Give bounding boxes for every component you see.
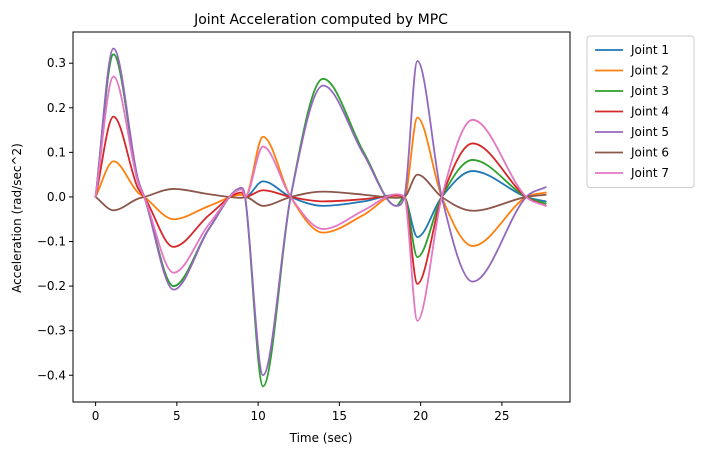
y-axis-label: Acceleration (rad/sec^2) bbox=[10, 143, 24, 293]
axes: 0 5 10 15 20 25 −0.4 −0.3 −0.2 −0.1 0.0 0.1 0.2 0.3 bbox=[37, 31, 571, 423]
legend: Joint 1 Joint 2 Joint 3 Joint 4 Joint 5 Joint… bbox=[586, 35, 695, 188]
y-tick-label: 0.2 bbox=[47, 101, 66, 115]
chart-title: Joint Acceleration computed by MPC bbox=[193, 12, 448, 28]
series-line-joint-7 bbox=[94, 75, 547, 322]
axes-frame bbox=[72, 31, 571, 403]
x-tick-label: 10 bbox=[250, 409, 265, 423]
y-tick-label: 0.3 bbox=[47, 56, 66, 70]
y-tick-label: −0.3 bbox=[37, 324, 66, 338]
legend-entry-label: Joint 4 bbox=[630, 105, 669, 119]
y-tick-label: 0.0 bbox=[47, 190, 66, 204]
y-tick-label: −0.4 bbox=[37, 368, 66, 382]
y-tick-label: −0.2 bbox=[37, 279, 66, 293]
x-tick-label: 15 bbox=[332, 409, 347, 423]
x-tick-label: 5 bbox=[173, 409, 181, 423]
legend-entry-label: Joint 2 bbox=[630, 64, 669, 78]
legend-entry-label: Joint 3 bbox=[630, 84, 669, 98]
x-axis-label: Time (sec) bbox=[289, 431, 353, 445]
y-tick-label: 0.1 bbox=[47, 145, 66, 159]
legend-entry-label: Joint 1 bbox=[630, 43, 669, 57]
legend-box bbox=[586, 35, 695, 188]
legend-entry-label: Joint 5 bbox=[630, 125, 669, 139]
y-tick-label: −0.1 bbox=[37, 235, 66, 249]
plot-area bbox=[94, 47, 547, 388]
x-tick-label: 25 bbox=[494, 409, 509, 423]
legend-entry-label: Joint 6 bbox=[630, 146, 669, 160]
legend-entry-label: Joint 7 bbox=[630, 166, 669, 180]
x-tick-label: 0 bbox=[92, 409, 100, 423]
x-tick-label: 20 bbox=[413, 409, 428, 423]
